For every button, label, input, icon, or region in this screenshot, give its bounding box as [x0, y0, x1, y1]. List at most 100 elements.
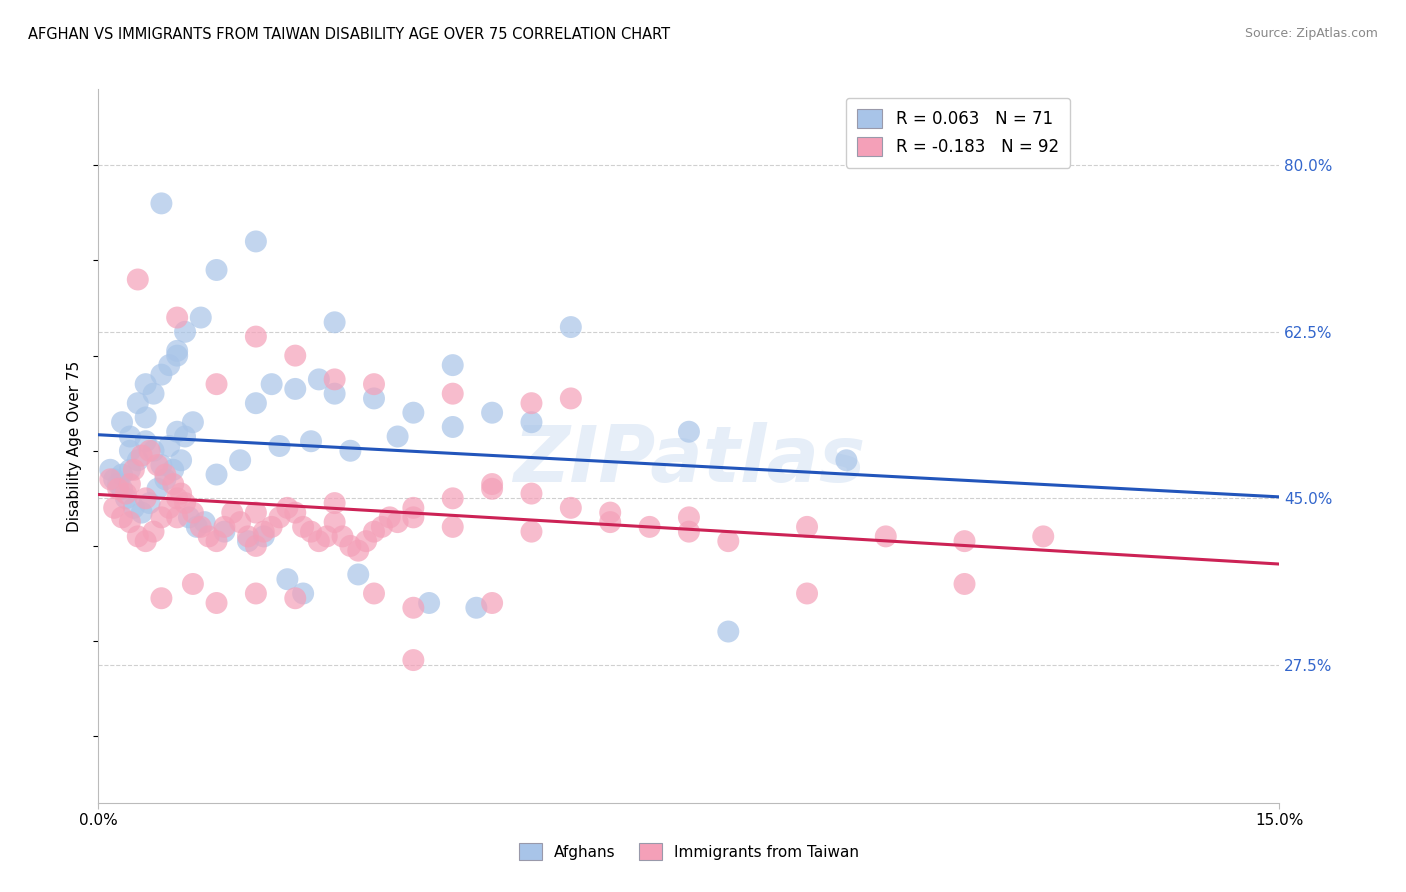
Point	[138, 443, 160, 458]
Point	[194, 515, 217, 529]
Point	[260, 520, 283, 534]
Point	[332, 529, 354, 543]
Point	[174, 496, 197, 510]
Point	[157, 500, 180, 515]
Point	[260, 377, 283, 392]
Point	[292, 520, 315, 534]
Point	[481, 596, 503, 610]
Point	[560, 392, 582, 406]
Point	[520, 415, 543, 429]
Point	[118, 515, 141, 529]
Point	[339, 539, 361, 553]
Point	[146, 482, 169, 496]
Point	[205, 534, 228, 549]
Point	[253, 524, 276, 539]
Point	[481, 477, 503, 491]
Point	[299, 434, 322, 449]
Point	[127, 453, 149, 467]
Point	[103, 472, 125, 486]
Point	[717, 534, 740, 549]
Point	[638, 520, 661, 534]
Point	[387, 429, 409, 443]
Point	[339, 443, 361, 458]
Point	[111, 467, 134, 482]
Point	[162, 477, 184, 491]
Point	[323, 496, 346, 510]
Point	[276, 572, 298, 586]
Point	[323, 515, 346, 529]
Point	[465, 600, 488, 615]
Point	[229, 515, 252, 529]
Point	[115, 491, 138, 506]
Point	[205, 467, 228, 482]
Point	[103, 500, 125, 515]
Point	[181, 415, 204, 429]
Point	[111, 482, 134, 496]
Point	[135, 410, 157, 425]
Point	[308, 372, 330, 386]
Point	[236, 534, 259, 549]
Point	[157, 439, 180, 453]
Point	[520, 486, 543, 500]
Point	[299, 524, 322, 539]
Point	[174, 325, 197, 339]
Point	[402, 653, 425, 667]
Point	[308, 534, 330, 549]
Point	[146, 458, 169, 472]
Legend: Afghans, Immigrants from Taiwan: Afghans, Immigrants from Taiwan	[513, 837, 865, 866]
Point	[323, 372, 346, 386]
Point	[599, 515, 621, 529]
Point	[245, 586, 267, 600]
Point	[118, 477, 141, 491]
Point	[190, 520, 212, 534]
Point	[166, 510, 188, 524]
Point	[205, 263, 228, 277]
Point	[111, 510, 134, 524]
Point	[371, 520, 394, 534]
Point	[155, 467, 177, 482]
Point	[284, 506, 307, 520]
Point	[284, 591, 307, 606]
Point	[717, 624, 740, 639]
Point	[441, 420, 464, 434]
Point	[150, 591, 173, 606]
Point	[98, 463, 121, 477]
Point	[323, 386, 346, 401]
Point	[284, 382, 307, 396]
Point	[186, 520, 208, 534]
Point	[678, 524, 700, 539]
Point	[481, 406, 503, 420]
Point	[441, 386, 464, 401]
Point	[135, 491, 157, 506]
Point	[177, 510, 200, 524]
Y-axis label: Disability Age Over 75: Disability Age Over 75	[67, 360, 83, 532]
Point	[269, 439, 291, 453]
Text: AFGHAN VS IMMIGRANTS FROM TAIWAN DISABILITY AGE OVER 75 CORRELATION CHART: AFGHAN VS IMMIGRANTS FROM TAIWAN DISABIL…	[28, 27, 671, 42]
Point	[229, 453, 252, 467]
Point	[599, 506, 621, 520]
Point	[520, 524, 543, 539]
Point	[150, 196, 173, 211]
Point	[166, 343, 188, 358]
Point	[402, 600, 425, 615]
Text: Source: ZipAtlas.com: Source: ZipAtlas.com	[1244, 27, 1378, 40]
Point	[166, 491, 188, 506]
Point	[678, 425, 700, 439]
Point	[1032, 529, 1054, 543]
Text: ZIPatlas: ZIPatlas	[513, 422, 865, 499]
Point	[378, 510, 401, 524]
Point	[205, 377, 228, 392]
Point	[245, 506, 267, 520]
Point	[166, 310, 188, 325]
Point	[150, 458, 173, 472]
Point	[796, 520, 818, 534]
Point	[245, 329, 267, 343]
Point	[197, 529, 219, 543]
Point	[115, 486, 138, 500]
Point	[111, 415, 134, 429]
Point	[253, 529, 276, 543]
Point	[245, 396, 267, 410]
Point	[174, 429, 197, 443]
Point	[135, 434, 157, 449]
Point	[835, 453, 858, 467]
